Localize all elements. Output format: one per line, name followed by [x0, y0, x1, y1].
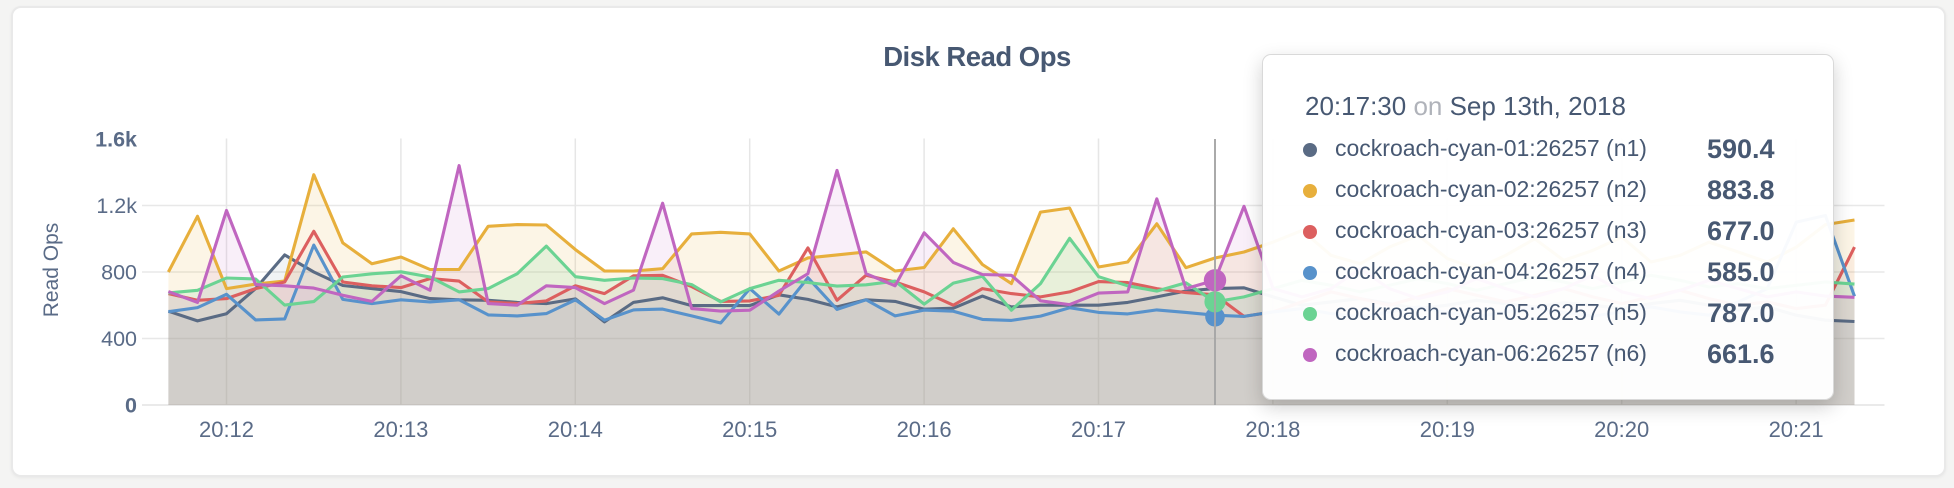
- svg-text:Read Ops: Read Ops: [40, 223, 63, 318]
- svg-text:20:13: 20:13: [373, 417, 428, 442]
- svg-text:20:19: 20:19: [1420, 417, 1475, 442]
- svg-text:800: 800: [101, 261, 137, 285]
- svg-text:1.6k: 1.6k: [95, 128, 137, 152]
- svg-text:20:17: 20:17: [1071, 417, 1126, 442]
- svg-text:20:16: 20:16: [897, 417, 952, 442]
- svg-text:20:21: 20:21: [1769, 417, 1824, 442]
- svg-text:20:20: 20:20: [1594, 417, 1649, 442]
- svg-text:400: 400: [101, 327, 137, 351]
- svg-text:20:15: 20:15: [722, 417, 777, 442]
- svg-text:20:18: 20:18: [1245, 417, 1300, 442]
- svg-text:1.2k: 1.2k: [96, 194, 137, 218]
- svg-text:20:14: 20:14: [548, 417, 603, 442]
- svg-text:20:12: 20:12: [199, 417, 254, 442]
- svg-text:0: 0: [125, 394, 137, 418]
